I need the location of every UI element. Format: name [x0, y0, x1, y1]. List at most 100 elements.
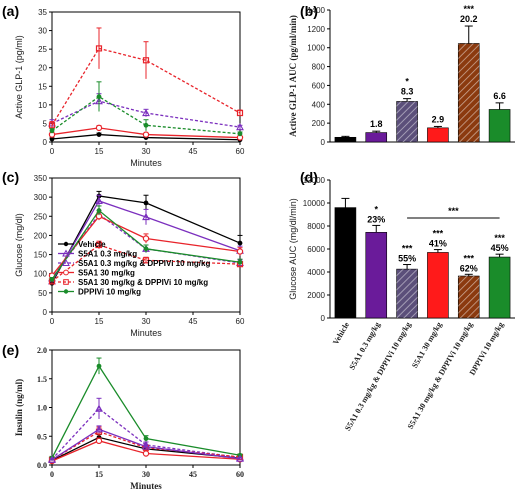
y-tick-label: 1200 — [307, 25, 325, 34]
panel-label-d: (d) — [300, 169, 318, 185]
bar-0 — [334, 207, 357, 319]
series-line-0 — [51, 195, 241, 284]
bar-hatch-4 — [458, 43, 480, 142]
x-tick-label: 0 — [50, 147, 55, 156]
legend-label: Vehicle — [78, 240, 106, 249]
x-tick-label: 0 — [50, 470, 54, 479]
data-point — [143, 122, 149, 128]
x-tick-label: 0 — [50, 317, 55, 326]
y-tick-label: 0.5 — [37, 432, 47, 441]
fold-change-label: 6.6 — [493, 91, 506, 101]
x-tick-label: 30 — [142, 147, 151, 156]
data-point — [95, 425, 103, 433]
bar-0 — [334, 136, 357, 143]
data-point — [48, 455, 56, 463]
x-tick-label: 60 — [236, 147, 245, 156]
y-tick-label: 12000 — [303, 176, 326, 185]
category-label: S5A1 0.3 mg/kg — [347, 321, 382, 372]
legend-label: S5A1 0.3 mg/kg — [78, 250, 137, 259]
data-point — [143, 200, 149, 206]
data-point — [237, 240, 243, 246]
y-tick-label: 250 — [34, 212, 48, 221]
x-axis-title: Minutes — [130, 328, 162, 338]
series-line-5 — [51, 428, 241, 461]
fold-change-label: 2.9 — [432, 114, 445, 124]
x-tick-label: 60 — [236, 317, 245, 326]
legend-marker — [63, 289, 69, 294]
series-line-1 — [51, 200, 241, 282]
percent-reduction-label: 23% — [367, 214, 385, 224]
y-tick-label: 8000 — [307, 222, 325, 231]
bar-1 — [365, 232, 388, 319]
series-line-4 — [51, 244, 241, 282]
data-point — [142, 235, 150, 242]
y-tick-label: 25 — [38, 45, 47, 54]
data-point — [142, 442, 150, 450]
bar-hatch-2 — [396, 101, 418, 142]
fold-change-label: 8.3 — [401, 87, 414, 97]
significance-stars: * — [374, 204, 378, 214]
data-point — [95, 45, 103, 52]
fold-change-label: 1.8 — [370, 119, 383, 129]
data-point — [142, 257, 150, 264]
data-point — [95, 196, 103, 205]
bar-1 — [365, 132, 388, 143]
y-tick-label: 200 — [34, 231, 48, 240]
y-tick-label: 0 — [321, 138, 326, 147]
data-point — [143, 436, 149, 441]
data-point — [236, 248, 244, 255]
percent-reduction-label: 62% — [460, 263, 478, 273]
series-line-4 — [51, 95, 241, 135]
legend-label: S5A1 30 mg/kg — [78, 269, 135, 278]
category-label: Vehicle — [331, 320, 351, 346]
y-tick-label: 1.5 — [37, 375, 47, 384]
panel-label-e: (e) — [2, 342, 19, 358]
data-point — [143, 246, 149, 252]
y-tick-label: 1400 — [307, 6, 325, 15]
legend-marker — [63, 269, 69, 276]
series-line-3 — [51, 47, 241, 126]
bar-5 — [488, 256, 511, 319]
y-tick-label: 200 — [312, 119, 326, 128]
y-tick-label: 15 — [38, 82, 47, 91]
series-line-2 — [51, 440, 241, 462]
data-point — [236, 454, 244, 462]
panel-label-a: (a) — [2, 3, 19, 19]
fold-change-label: 20.2 — [460, 14, 478, 24]
significance-stars: *** — [463, 4, 474, 14]
x-tick-label: 45 — [189, 147, 198, 156]
significance-stars: *** — [463, 253, 474, 263]
data-point — [236, 109, 244, 117]
panel-b-glp1-auc: 0 200 400 600 800 1000 1200 1400 Active GLP-1 AU… — [288, 4, 515, 147]
y-tick-label: 150 — [34, 251, 48, 260]
panel-e-insulin-timecourse: 0 15 30 45 60 0.0 0.5 1.0 1.5 2.0 Minutes Insulin (… — [14, 346, 244, 491]
series-line-0 — [51, 436, 241, 461]
data-point — [95, 241, 103, 249]
y-tick-label: 350 — [34, 174, 48, 183]
series-line-1 — [51, 407, 241, 460]
series-line-0 — [51, 133, 241, 141]
data-point — [142, 131, 150, 138]
significance-stars: *** — [433, 229, 444, 239]
y-tick-label: 100 — [34, 270, 48, 279]
percent-reduction-label: 55% — [398, 254, 416, 264]
y-tick-label: 800 — [312, 63, 326, 72]
x-tick-label: 45 — [189, 317, 198, 326]
data-point — [142, 212, 150, 221]
category-label: S5A1 0.3 mg/kg & DPPIVi 10 mg/kg — [343, 321, 413, 433]
y-tick-label: 35 — [38, 8, 47, 17]
panel-d-glucose-auc: 0 2000 4000 6000 8000 10000 12000 Glucose AUC (… — [288, 176, 515, 432]
legend-marker — [62, 249, 70, 257]
y-tick-label: 0 — [43, 138, 48, 147]
x-tick-label: 45 — [189, 470, 197, 479]
y-tick-label: 2.0 — [37, 346, 47, 355]
data-point — [142, 108, 150, 117]
bar-hatch-2 — [396, 269, 418, 318]
x-axis-title: Minutes — [130, 158, 162, 168]
y-tick-label: 1000 — [307, 44, 325, 53]
y-tick-label: 6000 — [307, 245, 325, 254]
bar-3 — [427, 127, 449, 143]
legend-label: S5A1 30 mg/kg & DPPIVi 10 mg/kg — [78, 278, 208, 287]
y-tick-label: 10000 — [303, 199, 326, 208]
x-tick-label: 30 — [142, 470, 150, 479]
